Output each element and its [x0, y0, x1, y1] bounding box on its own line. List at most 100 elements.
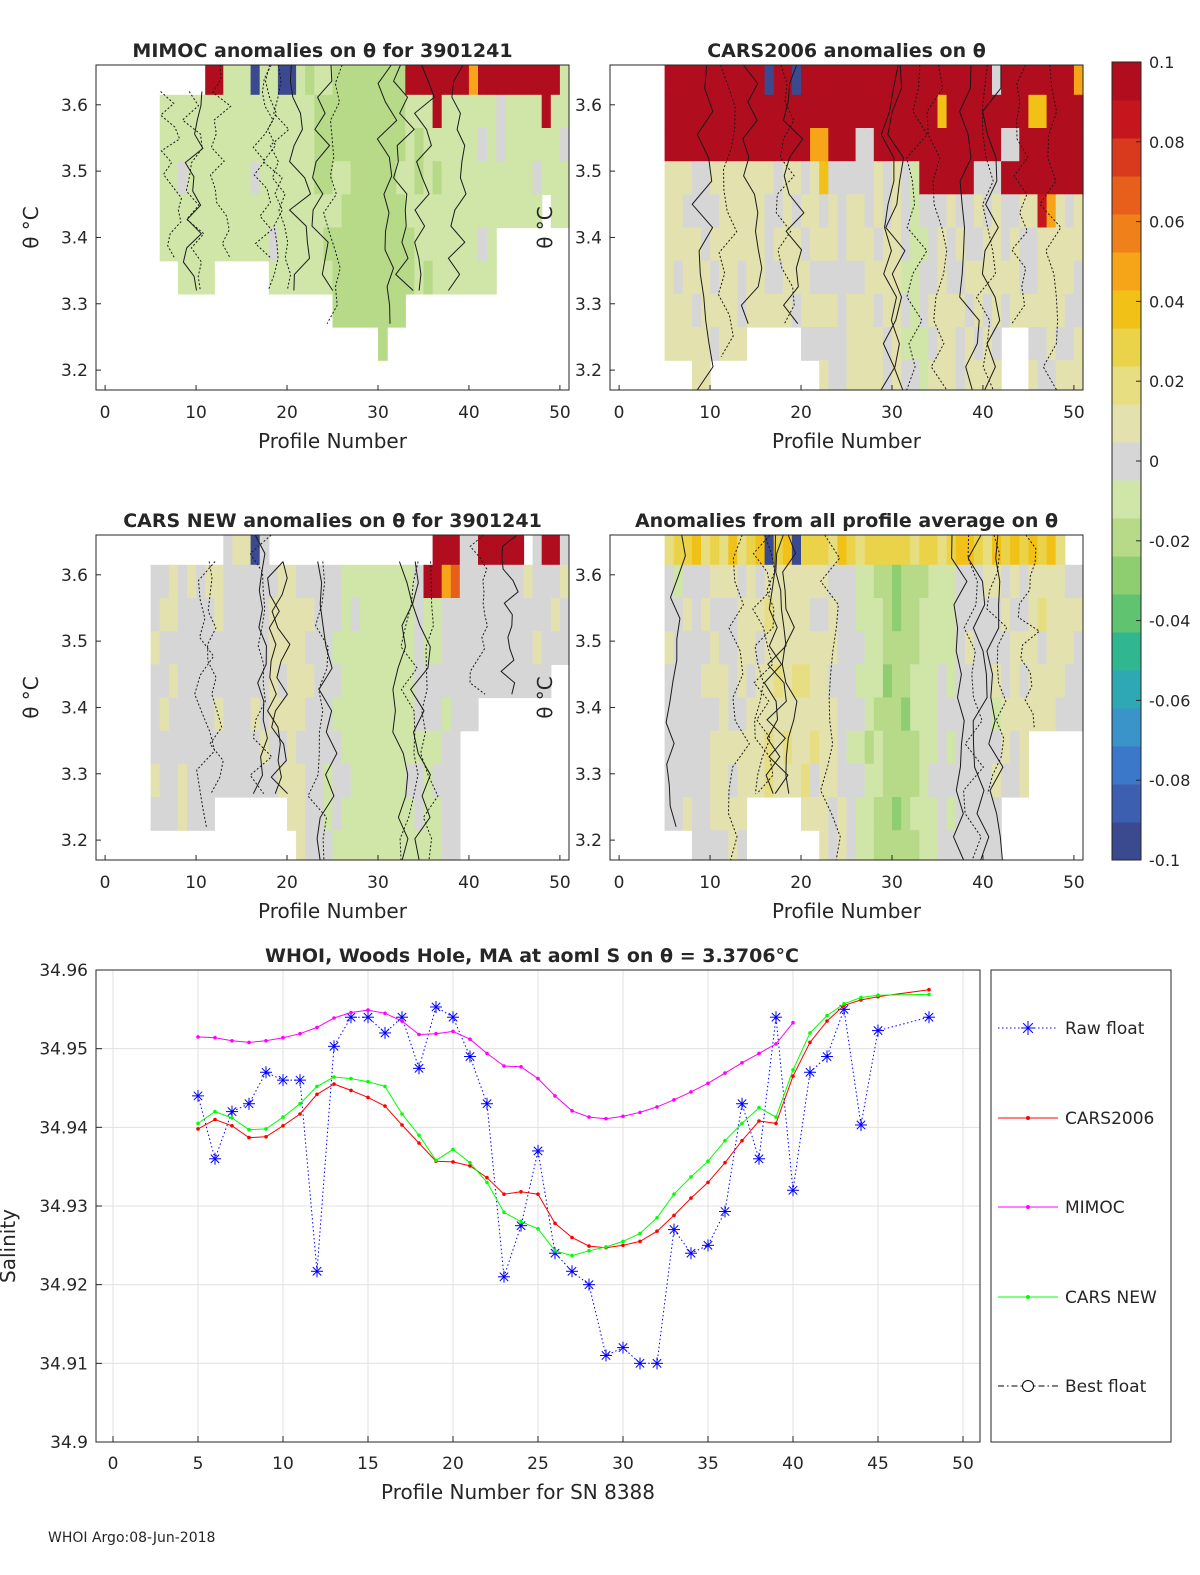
- heatmap-cell: [368, 194, 379, 229]
- heatmap-cell: [828, 830, 838, 861]
- heatmap-cell: [910, 293, 920, 328]
- heatmap-cell: [478, 65, 488, 96]
- heatmap-cell: [673, 631, 684, 665]
- heatmap-cell: [892, 535, 902, 566]
- heatmap-cell: [846, 797, 857, 831]
- heatmap-cell: [332, 564, 343, 599]
- heatmap-cell: [719, 730, 729, 765]
- legend-entry: Raw float: [998, 1019, 1145, 1039]
- heatmap-cell: [864, 697, 875, 732]
- heatmap-cell: [664, 730, 675, 765]
- heatmap-cell: [819, 260, 829, 295]
- colorbar-band: [1112, 290, 1141, 329]
- heatmap-cell: [855, 161, 866, 195]
- heatmap-cell: [764, 535, 775, 566]
- heatmap-cell: [828, 730, 838, 765]
- heatmap-cell: [801, 564, 811, 599]
- heatmap-cell: [964, 664, 975, 699]
- raw-float-marker: [787, 1184, 799, 1197]
- heatmap-cell: [710, 293, 720, 328]
- series-point: [825, 1019, 829, 1023]
- heatmap-cell: [1019, 293, 1029, 328]
- heatmap-cell: [992, 564, 1002, 599]
- heatmap-cell: [964, 830, 975, 861]
- heatmap-cell: [982, 227, 993, 262]
- heatmap-cell: [882, 797, 893, 831]
- heatmap-cell: [982, 763, 993, 798]
- x-tick-label: 50: [549, 873, 571, 893]
- heatmap-cell: [241, 194, 252, 229]
- heatmap-cell: [387, 631, 397, 665]
- series-point: [638, 1110, 642, 1115]
- heatmap-cell: [541, 161, 552, 195]
- colorbar-tick-label: 0.08: [1149, 133, 1185, 152]
- heatmap-cell: [1046, 327, 1057, 361]
- heatmap-cell: [819, 631, 829, 665]
- heatmap-cell: [737, 94, 747, 129]
- heatmap-cell: [964, 598, 975, 632]
- series-point: [638, 1231, 642, 1236]
- heatmap-cell: [287, 128, 297, 162]
- heatmap-cell: [541, 564, 552, 599]
- heatmap-cell: [928, 797, 939, 831]
- heatmap-cell: [982, 260, 993, 295]
- heatmap-cell: [1073, 293, 1084, 328]
- heatmap-cell: [791, 94, 802, 129]
- heatmap-cell: [387, 94, 397, 129]
- heatmap-cell: [901, 94, 911, 129]
- heatmap-cell: [673, 763, 684, 798]
- series-point: [689, 1175, 693, 1179]
- contour-line: [740, 64, 763, 324]
- heatmap-cell: [496, 598, 506, 632]
- y-tick-label: 3.3: [575, 295, 602, 315]
- heatmap-cell: [450, 161, 461, 195]
- heatmap-cell: [955, 797, 966, 831]
- heatmap-cell: [541, 631, 552, 665]
- panel-mimoc: MIMOC anomalies on θ for 3901241 Profile…: [19, 40, 571, 453]
- heatmap-cell: [855, 830, 866, 861]
- heatmap-cell: [855, 564, 866, 599]
- heatmap-cell: [755, 293, 766, 328]
- heatmap-cell: [559, 598, 570, 632]
- heatmap-cell: [505, 65, 515, 96]
- heatmap-cell: [837, 161, 848, 195]
- heatmap-cell: [1064, 360, 1075, 391]
- heatmap-cell: [259, 598, 270, 632]
- heatmap-cell: [1019, 664, 1029, 699]
- legend-entry: MIMOC: [998, 1198, 1125, 1218]
- series-point: [264, 1127, 268, 1131]
- colorbar-band: [1112, 366, 1141, 405]
- heatmap-cell: [1010, 128, 1020, 162]
- heatmap-cell: [782, 65, 793, 96]
- heatmap-cell: [287, 194, 297, 229]
- heatmap-cell: [259, 94, 270, 129]
- heatmap-cell: [864, 763, 875, 798]
- heatmap-cell: [378, 327, 388, 361]
- heatmap-cell: [846, 598, 857, 632]
- heatmap-cell: [378, 598, 388, 632]
- heatmap-cell: [305, 830, 315, 861]
- heatmap-cell: [1055, 94, 1066, 129]
- series-line-mimoc: [197, 1009, 794, 1120]
- heatmap-cell: [214, 194, 224, 229]
- legend-entry: Best float: [998, 1377, 1147, 1397]
- colorbar-band: [1112, 100, 1141, 139]
- heatmap-cell: [910, 94, 920, 129]
- heatmap-cell: [223, 763, 233, 798]
- heatmap-cell: [232, 564, 243, 599]
- series-point: [672, 1098, 676, 1102]
- heatmap-cell: [773, 697, 784, 732]
- series-point: [230, 1124, 234, 1128]
- heatmap-cell: [982, 94, 993, 129]
- heatmap-cell: [710, 763, 720, 798]
- heatmap-cell: [937, 830, 948, 861]
- heatmap-cell: [1055, 128, 1066, 162]
- heatmap-cell: [964, 293, 975, 328]
- heatmap-cell: [332, 664, 343, 699]
- heatmap-cell: [177, 128, 188, 162]
- heatmap-cell: [268, 763, 279, 798]
- heatmap-cell: [982, 664, 993, 699]
- heatmap-cell: [250, 227, 261, 262]
- heatmap-cell: [882, 260, 893, 295]
